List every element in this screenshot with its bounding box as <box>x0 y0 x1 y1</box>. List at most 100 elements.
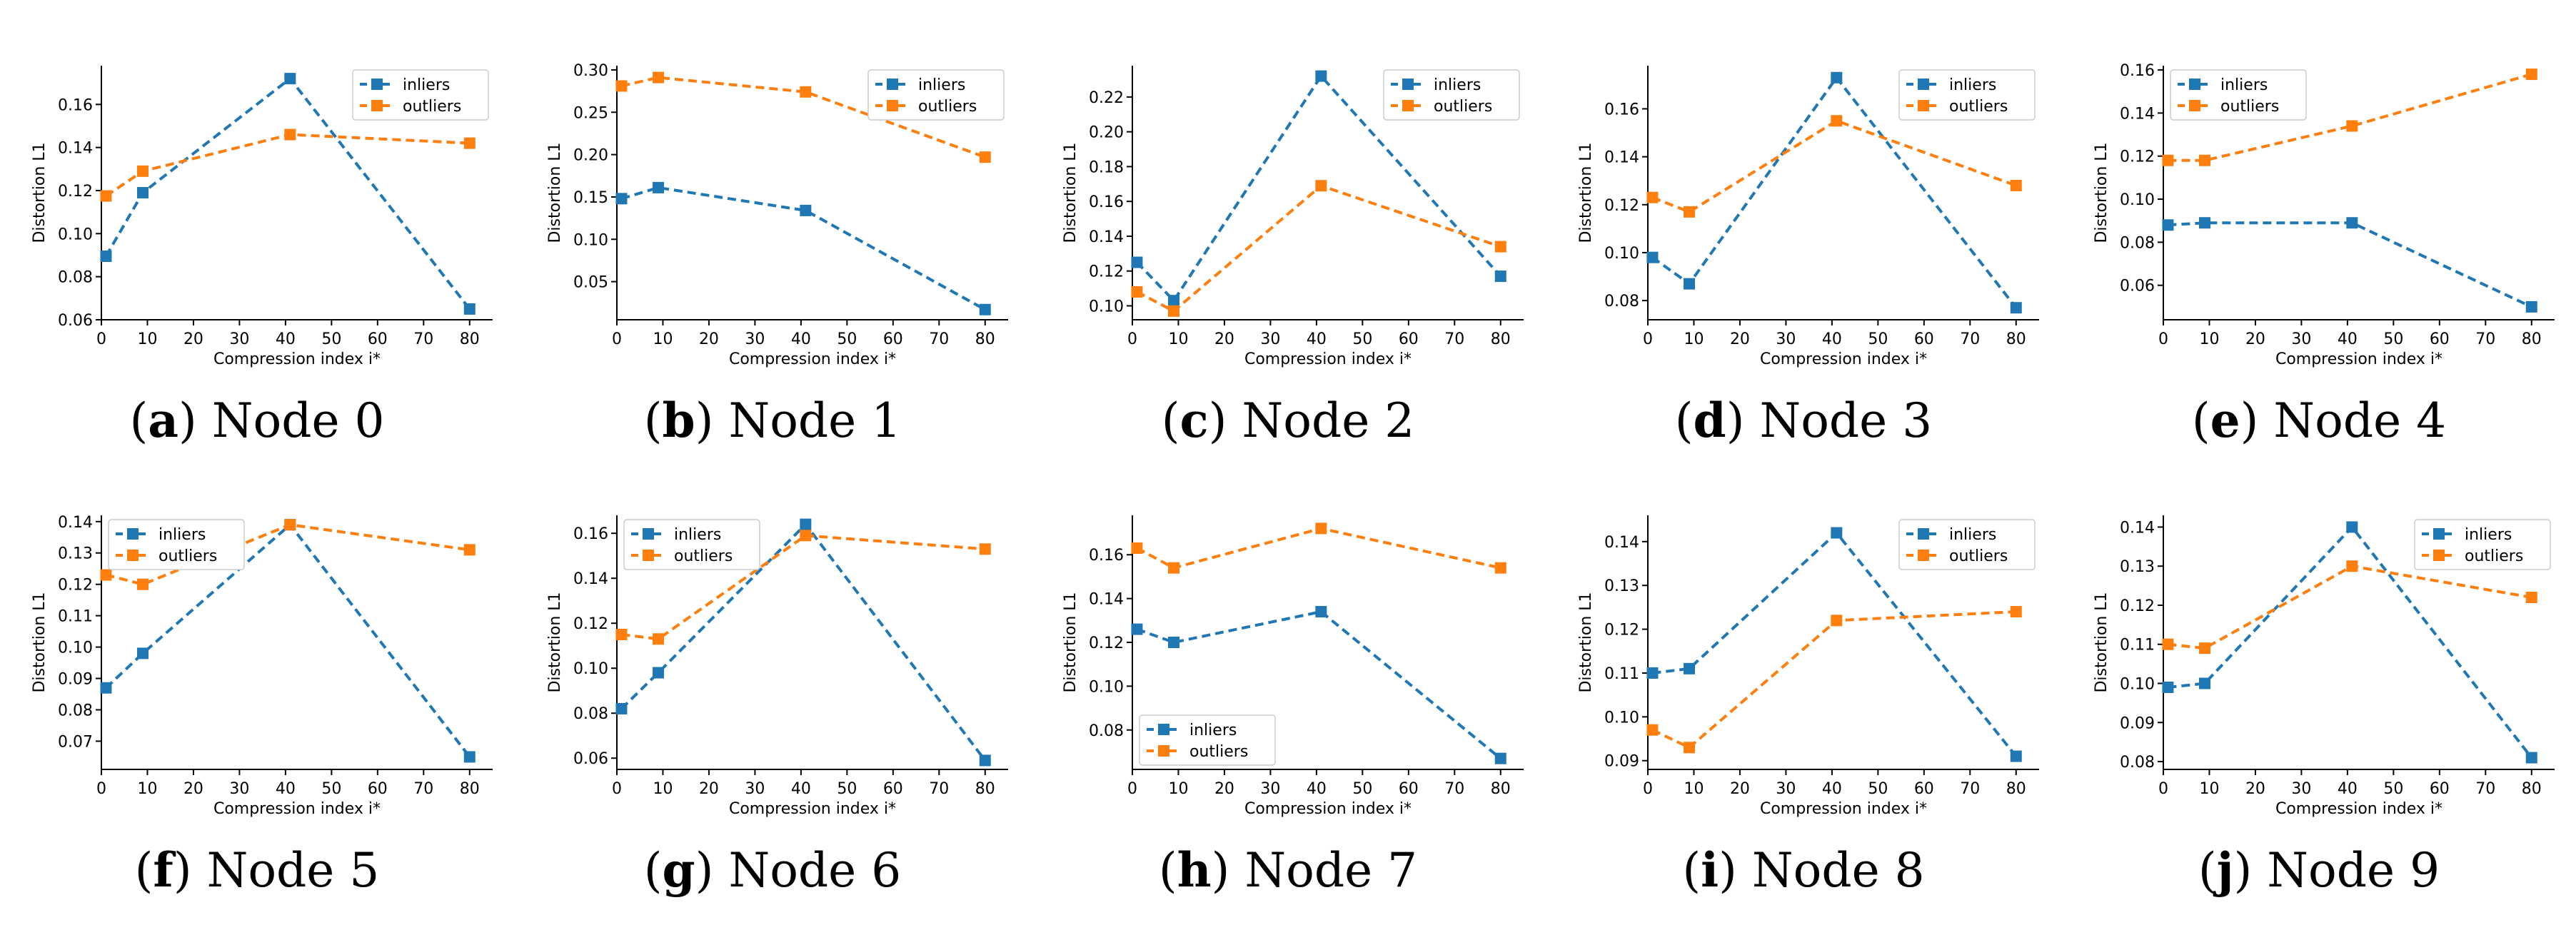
chart-panel-c: 0 10 20 30 40 50 60 70 80 0.10 0.12 0.14 0.16 0.18 0.2… <box>1031 14 1545 471</box>
data-point-inliers <box>2162 219 2174 231</box>
chart-panel-d: 0 10 20 30 40 50 60 70 80 0.08 0.10 0.12 0.14 0.16 Com… <box>1546 14 2061 471</box>
legend-marker-inliers <box>1158 724 1169 735</box>
x-tick-label: 70 <box>1960 330 1980 348</box>
data-point-outliers <box>615 80 628 92</box>
series-line-outliers <box>1136 527 1501 570</box>
series-line-outliers <box>1651 119 2017 214</box>
series-line-outliers <box>620 76 986 159</box>
data-point-inliers <box>2199 677 2211 689</box>
x-tick-label: 10 <box>1168 780 1188 798</box>
x-tick-label: 80 <box>1491 780 1511 798</box>
caption-text: Node 2 <box>1242 393 1415 448</box>
caption-paren-close: ) <box>1208 393 1242 448</box>
legend: inliers outliers <box>623 519 760 570</box>
x-tick-label: 0 <box>1127 330 1137 348</box>
legend-box <box>867 69 1005 121</box>
data-point-outliers <box>1684 742 1696 754</box>
y-tick-label: 0.06 <box>573 750 608 768</box>
legend-marker-inliers <box>1918 79 1929 90</box>
x-tick-label: 30 <box>1776 330 1796 348</box>
y-tick-label: 0.16 <box>58 96 93 114</box>
legend-marker-outliers <box>643 550 654 561</box>
x-tick-label: 20 <box>1730 780 1750 798</box>
caption-paren-close: ) <box>1726 393 1760 448</box>
y-axis-label: Distortion L1 <box>1577 592 1595 692</box>
data-point-inliers <box>615 702 628 714</box>
data-point-outliers <box>1494 562 1506 574</box>
y-tick-label: 0.13 <box>58 545 93 563</box>
y-tick-label: 0.14 <box>1604 149 1639 167</box>
x-tick-label: 0 <box>1643 780 1653 798</box>
x-tick-label: 50 <box>321 330 341 348</box>
caption-text: Node 3 <box>1759 393 1933 448</box>
caption-text: Node 8 <box>1751 843 1925 898</box>
y-axis-label: Distortion L1 <box>2093 142 2110 243</box>
legend-marker-inliers <box>1402 79 1414 90</box>
y-tick-label: 0.14 <box>573 570 608 588</box>
data-point-inliers <box>2346 217 2358 229</box>
panel-caption: (b) Node 1 <box>515 393 1030 448</box>
data-point-inliers <box>137 647 149 659</box>
data-point-outliers <box>2010 606 2022 618</box>
x-tick-label: 0 <box>2158 780 2168 798</box>
caption-paren-open: ( <box>1674 393 1694 448</box>
y-tick-label: 0.13 <box>2120 558 2155 576</box>
caption-text: Node 4 <box>2273 393 2447 448</box>
data-point-outliers <box>1168 305 1180 317</box>
panel-caption: (h) Node 7 <box>1031 842 1545 898</box>
y-axis-label: Distortion L1 <box>1577 142 1595 243</box>
data-point-inliers <box>2162 681 2174 693</box>
x-tick-label: 70 <box>1960 780 1980 798</box>
x-tick-label: 10 <box>2199 780 2219 798</box>
chart-panel-g: 0 10 20 30 40 50 60 70 80 0.06 0.08 0.10 0.12 0.14 0.1… <box>515 464 1030 921</box>
legend-label-outliers: outliers <box>1949 547 2008 565</box>
x-tick-label: 50 <box>1352 780 1372 798</box>
y-tick-label: 0.10 <box>1604 245 1639 263</box>
legend-marker-inliers <box>2189 79 2200 90</box>
data-point-outliers <box>2199 154 2211 166</box>
data-point-inliers <box>1131 256 1143 268</box>
x-tick-label: 80 <box>2006 330 2026 348</box>
x-tick-label: 60 <box>883 780 903 798</box>
x-tick-label: 80 <box>2006 780 2026 798</box>
data-point-outliers <box>463 137 476 149</box>
data-point-inliers <box>1831 71 1843 84</box>
caption-paren-open: ( <box>134 843 154 898</box>
data-point-inliers <box>2525 300 2537 313</box>
panel-caption: (a) Node 0 <box>0 393 514 448</box>
panel-caption: (j) Node 9 <box>2062 842 2576 898</box>
y-tick-label: 0.12 <box>1089 263 1124 281</box>
x-tick-label: 30 <box>2291 780 2311 798</box>
y-tick-label: 0.08 <box>1089 722 1124 740</box>
legend-label-inliers: inliers <box>2220 76 2268 94</box>
caption-paren-close: ) <box>695 393 729 448</box>
data-point-outliers <box>137 165 149 177</box>
chart-svg-b: 0 10 20 30 40 50 60 70 80 0.05 0.10 0.15 0.20 0.25 0.3… <box>546 62 1008 368</box>
y-tick-label: 0.12 <box>58 183 93 201</box>
legend-box <box>623 519 760 570</box>
legend: inliers outliers <box>2414 519 2551 570</box>
legend-marker-inliers <box>1918 528 1929 540</box>
y-tick-label: 0.06 <box>2120 278 2155 295</box>
series-line-outliers <box>621 534 985 641</box>
series-line-inliers <box>1652 530 2018 757</box>
data-point-inliers <box>1315 606 1327 618</box>
y-tick-label: 0.09 <box>58 671 93 689</box>
y-tick-label: 0.09 <box>1604 753 1639 771</box>
x-tick-label: 20 <box>2245 330 2265 348</box>
legend-label-outliers: outliers <box>2465 547 2523 565</box>
panel-caption: (c) Node 2 <box>1031 393 1545 448</box>
y-tick-label: 0.12 <box>1089 635 1124 652</box>
chart-svg-i: 0 10 20 30 40 50 60 70 80 0.09 0.10 0.11 0.12 0.13 0.1… <box>1577 515 2039 818</box>
y-tick-label: 0.14 <box>58 140 93 158</box>
caption-text: Node 6 <box>728 843 902 898</box>
series-line-inliers <box>620 522 987 762</box>
data-point-outliers <box>1315 180 1327 192</box>
caption-paren-close: ) <box>2233 843 2268 898</box>
data-point-outliers <box>1684 206 1696 218</box>
caption-paren-open: ( <box>1158 843 1177 898</box>
caption-paren-close: ) <box>173 843 207 898</box>
x-tick-label: 60 <box>883 330 903 348</box>
x-tick-label: 0 <box>1643 330 1653 348</box>
